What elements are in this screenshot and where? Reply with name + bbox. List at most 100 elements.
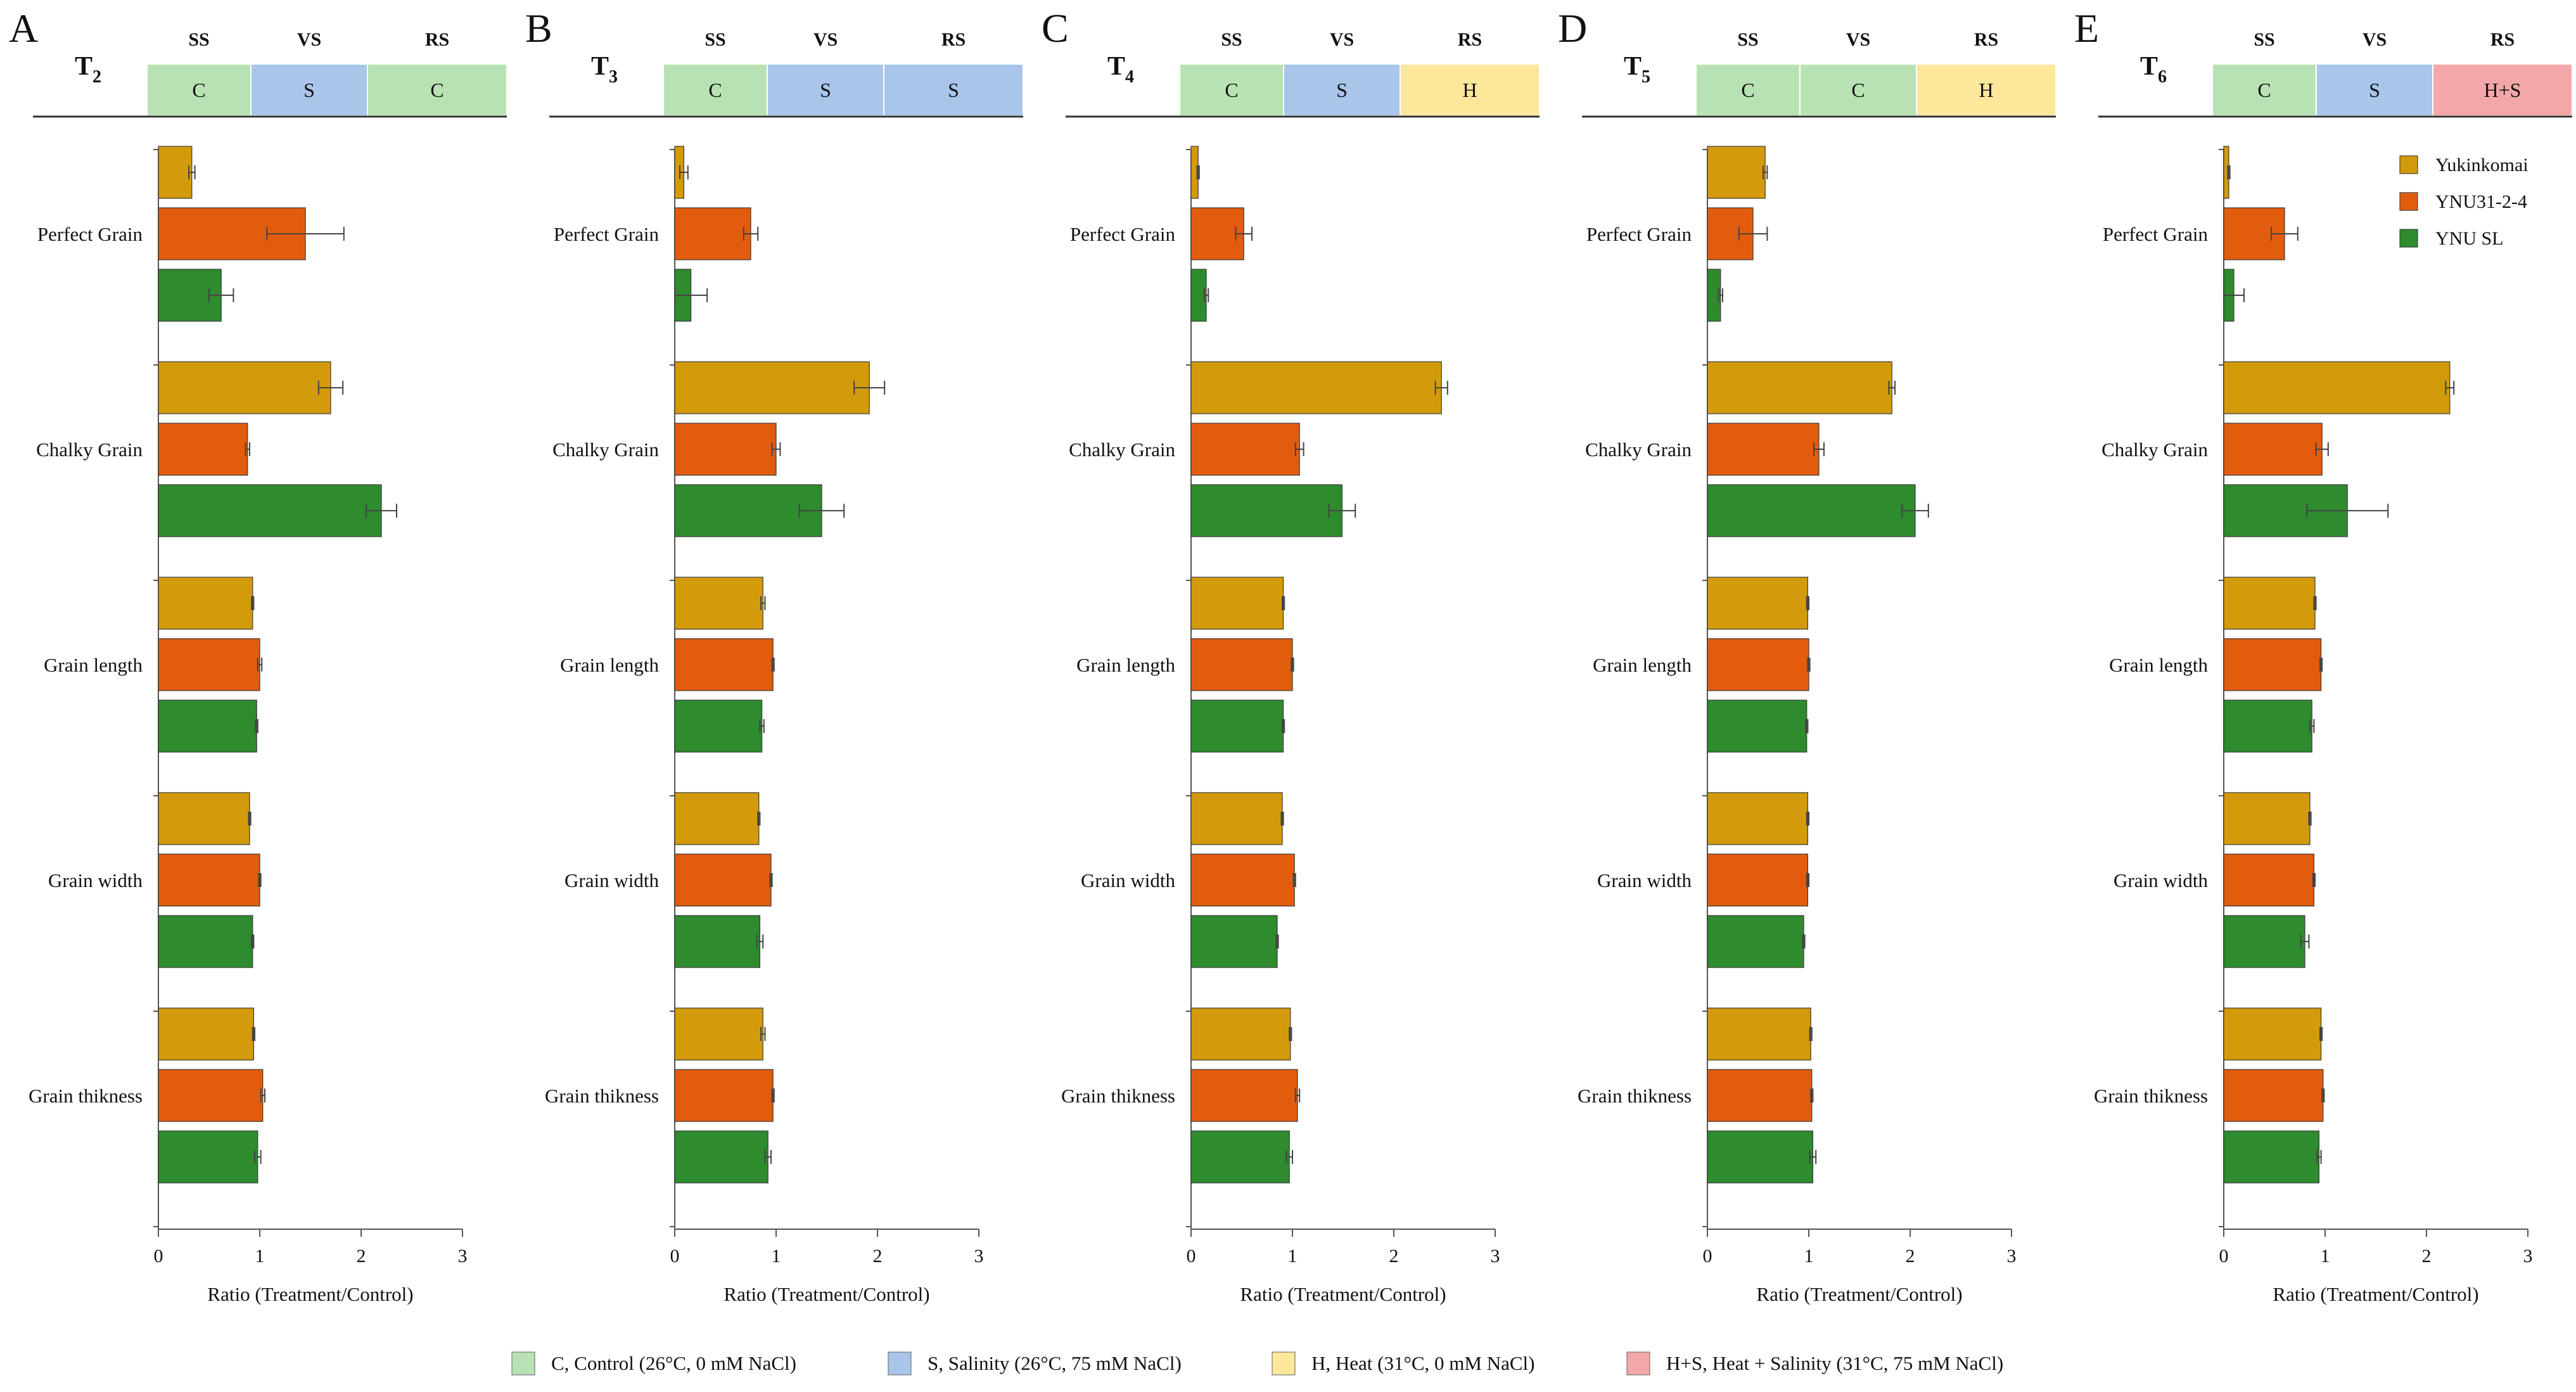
x-tick-label: 0	[154, 1246, 163, 1267]
bar	[2223, 423, 2323, 476]
bar	[674, 792, 760, 845]
category-label: Chalky Grain	[36, 438, 143, 461]
bar	[158, 915, 253, 968]
category-label: Grain width	[48, 869, 143, 891]
bar	[674, 1130, 768, 1184]
condition-label: S	[820, 79, 831, 101]
panel-letter: D	[1558, 6, 1587, 51]
bar	[2223, 1007, 2322, 1061]
x-tick-label: 1	[1288, 1246, 1298, 1267]
condition-legend: C, Control (26°C, 0 mM NaCl) S, Salinity …	[511, 1351, 2003, 1376]
treatment-label: T3	[591, 52, 618, 87]
x-tick-label: 0	[2219, 1246, 2229, 1267]
bar	[1190, 915, 1278, 968]
bar	[1190, 484, 1342, 537]
category-label: Grain width	[1597, 869, 1692, 891]
legend-swatch	[511, 1351, 535, 1376]
bar	[2223, 853, 2314, 907]
stage-label-vs: VS	[297, 29, 321, 50]
stage-label-rs: RS	[2490, 29, 2515, 50]
bar	[674, 699, 763, 753]
bar	[158, 1069, 264, 1122]
bar	[2223, 577, 2316, 630]
x-axis-label: Ratio (Treatment/Control)	[1240, 1283, 1446, 1305]
bar	[1190, 361, 1442, 414]
bar	[1190, 853, 1295, 907]
x-tick-label: 0	[1187, 1246, 1196, 1267]
x-tick-label: 3	[1491, 1246, 1500, 1267]
condition-box	[367, 63, 507, 117]
bar	[158, 792, 250, 845]
bar	[1190, 1007, 1291, 1061]
bar	[1707, 423, 1820, 476]
panel-letter: A	[9, 6, 38, 51]
bar	[674, 1069, 774, 1122]
x-tick-label: 1	[2321, 1246, 2330, 1267]
bar	[158, 1130, 258, 1184]
x-tick-label: 1	[255, 1246, 265, 1267]
condition-label: S	[948, 79, 959, 101]
x-tick-label: 2	[873, 1246, 883, 1267]
bar	[1190, 1069, 1298, 1122]
bar	[1190, 699, 1284, 753]
category-label: Grain length	[560, 654, 659, 676]
legend-swatch	[2399, 192, 2418, 211]
condition-label: C	[430, 79, 443, 101]
bar	[1707, 1069, 1813, 1122]
legend-swatch	[2399, 155, 2418, 174]
bar	[1707, 792, 1808, 845]
panel-d: D T5 SS C VS C RS H 0 1 2 3 Ratio (Treatment/Control…	[1558, 6, 2056, 1305]
panel-letter: B	[525, 6, 552, 51]
bar	[158, 1007, 254, 1061]
panel-e: E T6 SS C VS S RS H+S 0 1 2 3 Ratio (Treatment/Contr…	[2074, 6, 2573, 1305]
bar	[674, 915, 760, 968]
category-label: Grain length	[2109, 654, 2208, 676]
stage-label-ss: SS	[188, 29, 209, 50]
bar	[158, 699, 257, 753]
condition-box	[1799, 63, 1917, 117]
category-label: Perfect Grain	[1070, 223, 1176, 245]
condition-box	[250, 63, 368, 117]
bar	[158, 853, 260, 907]
condition-box	[146, 63, 252, 117]
bar	[1190, 1130, 1290, 1184]
bar	[1190, 269, 1207, 322]
treatment-label: T6	[2140, 52, 2167, 87]
stage-label-vs: VS	[813, 29, 838, 50]
bar	[2223, 638, 2322, 691]
category-label: Grain thikness	[2094, 1085, 2208, 1107]
x-axis-label: Ratio (Treatment/Control)	[2273, 1283, 2478, 1305]
legend-label: Yukinkomai	[2435, 155, 2528, 176]
stage-label-vs: VS	[1846, 29, 1870, 50]
panel-c: C T4 SS C VS S RS H 0 1 2 3 Ratio (Treatment/Control…	[1042, 6, 1540, 1305]
bar	[1707, 699, 1808, 753]
bar	[2223, 915, 2305, 968]
category-label: Chalky Grain	[1069, 438, 1175, 461]
condition-label: C	[2257, 79, 2271, 101]
category-label: Grain width	[1081, 869, 1175, 891]
category-label: Grain length	[1076, 654, 1175, 676]
condition-label: H	[1979, 79, 1993, 101]
category-label: Chalky Grain	[1585, 438, 1692, 461]
bar	[158, 423, 248, 476]
x-tick-label: 2	[1906, 1246, 1915, 1267]
category-label: Grain thikness	[1061, 1085, 1175, 1107]
bar	[1707, 638, 1809, 691]
category-label: Grain length	[1593, 654, 1692, 676]
category-label: Perfect Grain	[2103, 223, 2209, 245]
legend-swatch	[1272, 1351, 1296, 1376]
bar	[674, 361, 870, 414]
bar	[1707, 577, 1808, 630]
category-label: Grain length	[44, 654, 143, 676]
condition-label: H	[1462, 79, 1477, 101]
condition-label: C	[1225, 79, 1238, 101]
x-axis-label: Ratio (Treatment/Control)	[207, 1283, 413, 1305]
bar	[674, 1007, 763, 1061]
legend-swatch	[1626, 1351, 1650, 1376]
x-tick-label: 2	[2422, 1246, 2432, 1267]
bar	[1190, 638, 1293, 691]
treatment-label: T2	[75, 52, 101, 87]
category-label: Perfect Grain	[554, 223, 660, 245]
x-tick-label: 2	[1389, 1246, 1399, 1267]
legend-label: S, Salinity (26°C, 75 mM NaCl)	[928, 1352, 1182, 1374]
